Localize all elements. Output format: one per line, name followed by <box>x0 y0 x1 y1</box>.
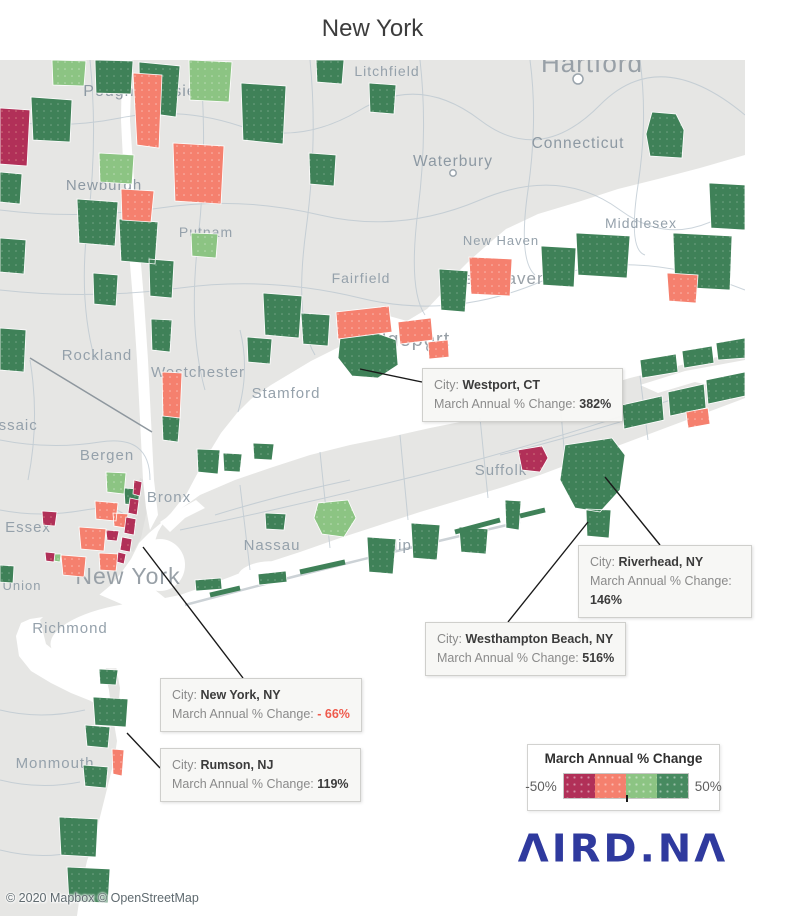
water-east-river <box>160 500 205 532</box>
tooltip-metric-line: March Annual % Change: 119% <box>172 777 349 791</box>
callout-lines <box>126 368 661 769</box>
tooltip-metric-line: March Annual % Change: 382% <box>434 397 612 411</box>
legend-zero-tick <box>625 795 628 802</box>
map-label: Middlesex <box>605 215 677 231</box>
map-canvas[interactable]: Hartford Litchfield Connecticut Waterbur… <box>0 60 800 916</box>
map-label: Suffolk <box>475 462 528 479</box>
map-state-border-line <box>29 357 153 433</box>
legend-title: March Annual % Change <box>544 751 703 766</box>
map-label: Connecticut <box>532 135 625 152</box>
tooltip-city-line: City: Rumson, NJ <box>172 758 274 772</box>
legend-row: -50% 50% <box>525 773 722 802</box>
map-label: Essex <box>5 519 51 536</box>
tooltip-city-line: City: Westhampton Beach, NY <box>437 632 614 646</box>
tooltip-new-york: City: New York, NY March Annual % Change… <box>160 678 362 732</box>
color-legend: March Annual % Change -50% 50% <box>525 744 722 811</box>
callout-line <box>507 521 589 623</box>
legend-swatch-dark-green[interactable] <box>656 774 688 798</box>
map-svg: Hartford Litchfield Connecticut Waterbur… <box>0 60 800 916</box>
city-marker <box>572 73 584 85</box>
map-label: Stamford <box>252 385 321 402</box>
airdna-logo: ΛIRD.NΛ <box>517 827 729 871</box>
map-label: Litchfield <box>354 63 419 79</box>
map-label: Nassau <box>244 537 301 554</box>
callout-line <box>126 732 161 769</box>
legend-swatch-salmon[interactable] <box>594 774 626 798</box>
map-landmass-mainland <box>0 60 745 916</box>
tooltip-city-line: City: Riverhead, NY <box>590 555 704 569</box>
map-label: Passaic <box>0 417 38 434</box>
legend-swatches[interactable] <box>562 773 689 802</box>
tooltip-metric-line: March Annual % Change: - 66% <box>172 707 350 721</box>
callout-line <box>604 476 661 546</box>
map-regions-salmon[interactable] <box>60 72 711 777</box>
page-title: New York <box>321 15 424 42</box>
map-label: Richmond <box>32 620 108 637</box>
map-attribution[interactable]: © 2020 Mapbox © OpenStreetMap <box>6 891 199 905</box>
city-marker <box>449 169 457 177</box>
tooltip-westport: City: Westport, CT March Annual % Change… <box>422 368 624 422</box>
legend-swatch-crimson[interactable] <box>563 774 595 798</box>
tooltip-metric-line: March Annual % Change: 516% <box>437 651 615 665</box>
map-label: Hartford <box>541 60 643 78</box>
map-regions-light-green[interactable] <box>51 60 357 563</box>
map-right-margin <box>745 60 800 916</box>
tooltip-city-line: City: Westport, CT <box>434 378 541 392</box>
map-label: Bronx <box>147 489 191 506</box>
legend-max-label: 50% <box>694 778 722 794</box>
map-label: Bergen <box>80 447 134 464</box>
callout-line <box>359 368 423 383</box>
map-label: Rockland <box>62 347 133 364</box>
map-label: New York <box>75 563 180 589</box>
callout-line <box>142 546 244 679</box>
legend-min-label: -50% <box>525 778 557 794</box>
tooltip-rumson: City: Rumson, NJ March Annual % Change: … <box>160 748 361 802</box>
map-label: Monmouth <box>16 755 95 772</box>
map-label: Waterbury <box>413 153 493 170</box>
legend-swatch-light-green[interactable] <box>625 774 657 798</box>
map-regions-crimson[interactable] <box>0 107 549 565</box>
map-label: Fairfield <box>332 270 391 286</box>
tooltip-westhampton: City: Westhampton Beach, NY March Annual… <box>425 622 627 676</box>
tooltip-metric-line: March Annual % Change: 146% <box>590 574 732 607</box>
map-barrier-green-segments[interactable] <box>209 507 546 598</box>
map-label: New Haven <box>463 233 539 248</box>
water-raritan-bay <box>50 601 220 669</box>
tooltip-riverhead: City: Riverhead, NY March Annual % Chang… <box>578 545 752 618</box>
tooltip-city-line: City: New York, NY <box>172 688 281 702</box>
